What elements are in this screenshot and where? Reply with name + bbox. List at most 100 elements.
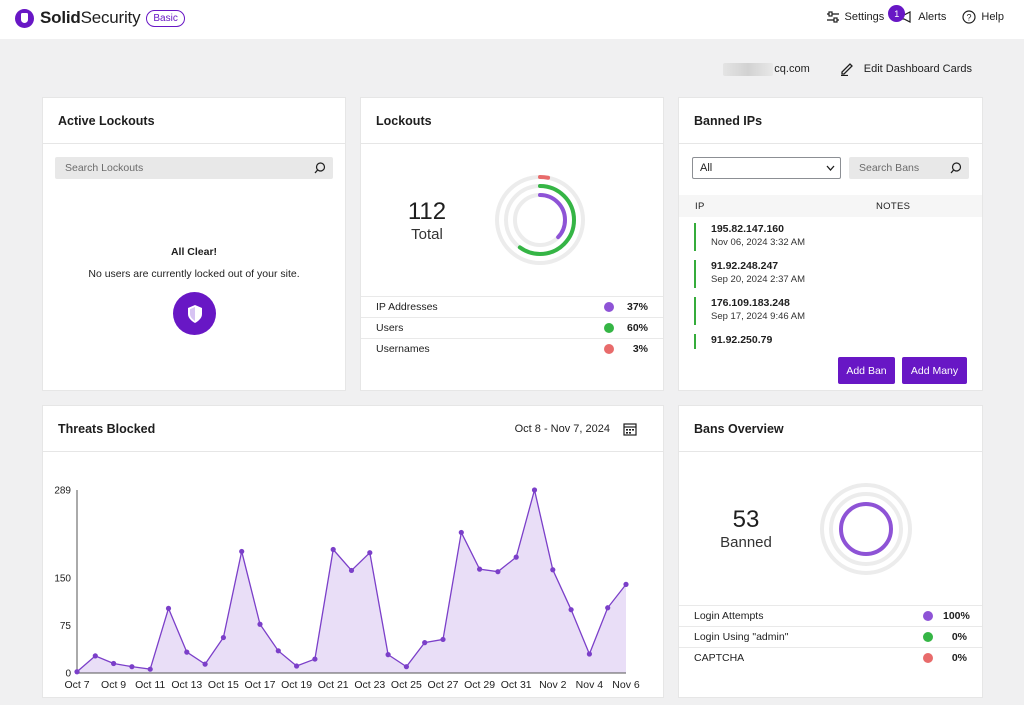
- x-tick-label: Oct 27: [428, 679, 459, 691]
- threats-data-point: [586, 651, 593, 657]
- threats-data-point: [239, 548, 245, 555]
- date-range-picker[interactable]: Oct 8 - Nov 7, 2024: [515, 406, 637, 452]
- alerts-button[interactable]: 1 Alerts: [888, 5, 947, 23]
- threats-data-point: [422, 640, 428, 646]
- bans-row: Login Attempts 100%: [679, 605, 982, 626]
- shield-logo-icon: [15, 8, 34, 28]
- threats-data-point: [458, 529, 464, 536]
- usernames-ring: [495, 175, 585, 265]
- threats-data-point: [202, 661, 208, 667]
- bans-row-percent: 100%: [943, 610, 970, 622]
- banned-ip-item[interactable]: 91.92.250.79: [694, 334, 964, 349]
- column-notes: NOTES: [876, 200, 911, 212]
- threats-data-point: [623, 581, 629, 587]
- threats-data-point: [111, 660, 117, 667]
- lockouts-card: Lockouts 112 Total IP Addresses 37% Users 6…: [361, 98, 663, 390]
- tier-badge: Basic: [146, 9, 185, 27]
- date-range-label: Oct 8 - Nov 7, 2024: [514, 423, 610, 435]
- threats-data-point: [294, 663, 300, 669]
- bans-row-label: Login Attempts: [694, 610, 764, 622]
- lockouts-row: IP Addresses 37%: [361, 296, 663, 317]
- login-attempts-ring: [839, 502, 893, 556]
- ban-filter-select[interactable]: All: [692, 157, 841, 179]
- lockouts-row-label: Usernames: [376, 343, 430, 355]
- legend-dot-icon: [604, 344, 614, 354]
- threats-data-point: [477, 566, 483, 572]
- threats-data-point: [275, 648, 281, 654]
- threats-data-point: [184, 649, 190, 655]
- threats-data-point: [605, 605, 611, 611]
- threats-area-chart: 0 75 150 289 Oct 7 Oct 9 Oct 11 Oct 13 Oct 15 Oct…: [54, 486, 640, 692]
- threats-data-point: [495, 569, 501, 575]
- banned-ip-date: Nov 06, 2024 3:32 AM: [711, 237, 806, 248]
- bans-row: Login Using "admin" 0%: [679, 626, 982, 647]
- banned-ip-item[interactable]: 91.92.248.247 Sep 20, 2024 2:37 AM: [694, 260, 964, 288]
- legend-dot-icon: [923, 611, 933, 621]
- threats-data-point: [220, 634, 226, 641]
- all-clear-message: No users are currently locked out of you…: [88, 268, 300, 280]
- threats-data-point: [147, 666, 153, 672]
- x-tick-label: Nov 6: [612, 679, 640, 691]
- all-clear-heading: All Clear!: [170, 246, 218, 258]
- banned-ip-list[interactable]: 195.82.147.160 Nov 06, 2024 3:32 AM 91.92.…: [694, 223, 964, 349]
- bans-row-percent: 0%: [951, 652, 967, 664]
- calendar-icon[interactable]: [623, 422, 637, 436]
- threats-data-point: [550, 567, 556, 573]
- threats-data-point: [348, 567, 355, 574]
- legend-dot-icon: [923, 653, 933, 663]
- brand-name: SolidSecurity: [40, 8, 141, 27]
- banned-ip-date: Sep 20, 2024 2:37 AM: [711, 274, 806, 285]
- search-lockouts-input[interactable]: Search Lockouts: [55, 157, 333, 179]
- add-many-button[interactable]: Add Many: [902, 357, 967, 384]
- bans-total: 53 Banned: [706, 506, 786, 551]
- x-tick-label: Oct 25: [391, 679, 422, 691]
- site-domain-suffix: cq.com: [774, 63, 810, 75]
- help-button[interactable]: ? Help: [962, 10, 1004, 24]
- threats-data-point: [312, 656, 318, 662]
- threats-data-point: [165, 605, 172, 612]
- alerts-count-badge: 1: [888, 5, 906, 22]
- lockouts-total: 112 Total: [387, 198, 467, 243]
- lockouts-total-label: Total: [411, 226, 443, 243]
- search-icon[interactable]: [950, 162, 962, 174]
- brand-logo[interactable]: SolidSecurity Basic: [15, 8, 185, 28]
- top-bar: SolidSecurity Basic Settings 1 Alerts ? …: [0, 0, 1024, 39]
- x-tick-label: Oct 7: [64, 679, 89, 691]
- card-title: Bans Overview: [679, 406, 982, 452]
- bans-overview-card: Bans Overview 53 Banned Login Attempts 10…: [679, 406, 982, 697]
- x-tick-label: Nov 4: [576, 679, 604, 691]
- search-bans-input[interactable]: Search Bans: [849, 157, 969, 179]
- x-tick-label: Oct 23: [354, 679, 385, 691]
- alerts-label: Alerts: [918, 11, 947, 23]
- threats-data-point: [92, 653, 98, 659]
- lockouts-row-percent: 37%: [626, 301, 648, 313]
- search-bans-placeholder: Search Bans: [859, 162, 920, 174]
- threats-data-point: [367, 550, 373, 556]
- settings-label: Settings: [844, 11, 885, 23]
- bans-row: CAPTCHA 0%: [679, 647, 982, 668]
- bans-total-label: Banned: [720, 534, 772, 551]
- x-tick-label: Oct 19: [281, 679, 312, 691]
- search-lockouts-placeholder: Search Lockouts: [65, 162, 144, 174]
- site-domain: cq.com: [723, 62, 810, 76]
- ban-filter-value: All: [700, 162, 713, 174]
- threats-data-point: [385, 652, 391, 658]
- bans-breakdown-list: Login Attempts 100% Login Using "admin" 0% C…: [679, 605, 982, 668]
- settings-button[interactable]: Settings: [826, 11, 885, 23]
- legend-dot-icon: [604, 323, 614, 333]
- lockouts-total-value: 112: [407, 198, 447, 225]
- shield-check-icon: [173, 292, 216, 335]
- add-ban-button[interactable]: Add Ban: [838, 357, 895, 384]
- bans-row-percent: 0%: [951, 631, 967, 643]
- x-tick-label: Oct 21: [318, 679, 349, 691]
- edit-dashboard-cards-label: Edit Dashboard Cards: [863, 63, 972, 75]
- users-ring: [504, 184, 576, 256]
- lockouts-row: Users 60%: [361, 317, 663, 338]
- edit-dashboard-cards-button[interactable]: Edit Dashboard Cards: [840, 62, 972, 76]
- banned-ip-item[interactable]: 195.82.147.160 Nov 06, 2024 3:32 AM: [694, 223, 964, 251]
- x-tick-label: Nov 2: [539, 679, 567, 691]
- banned-ip-item[interactable]: 176.109.183.248 Sep 17, 2024 9:46 AM: [694, 297, 964, 325]
- search-icon[interactable]: [314, 162, 326, 174]
- lockouts-row-label: Users: [376, 322, 404, 334]
- x-tick-label: Oct 13: [171, 679, 202, 691]
